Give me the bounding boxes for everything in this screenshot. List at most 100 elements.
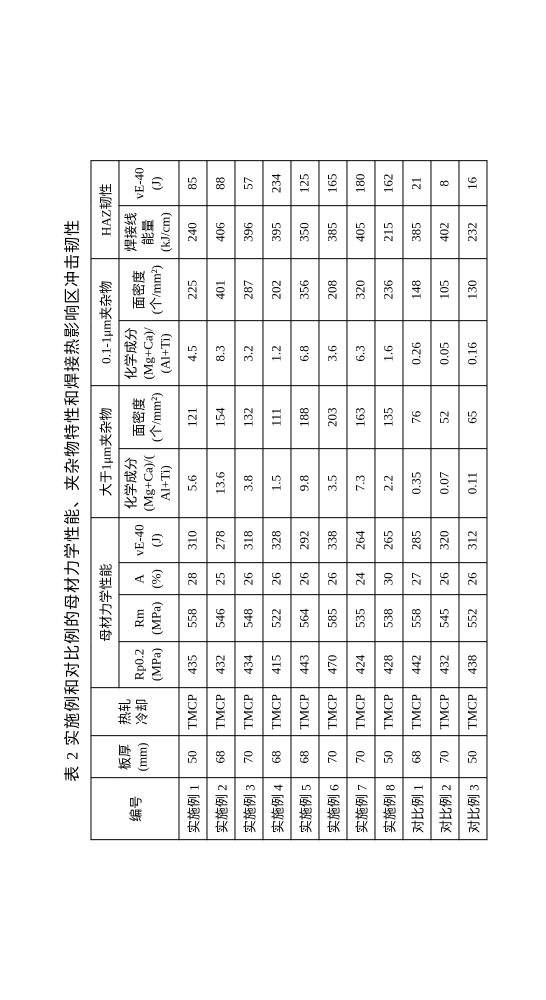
cell-d2: 208 <box>319 258 347 320</box>
cell-ve: 320 <box>431 518 459 563</box>
cell-proc: TMCP <box>375 687 403 735</box>
cell-d2: 148 <box>403 258 431 320</box>
cell-c1: 9.8 <box>291 448 319 517</box>
table-row: 实施例 468TMCP415522263281.51111.2202395234 <box>263 161 291 840</box>
cell-proc: TMCP <box>459 687 487 735</box>
cell-id: 对比例 3 <box>459 778 487 840</box>
cell-c2: 6.8 <box>291 321 319 386</box>
cell-rm: 548 <box>235 595 263 641</box>
cell-d1: 135 <box>375 386 403 448</box>
cell-ve: 318 <box>235 518 263 563</box>
cell-ve: 292 <box>291 518 319 563</box>
cell-vh: 88 <box>207 161 235 206</box>
cell-proc: TMCP <box>347 687 375 735</box>
cell-c1: 5.6 <box>179 448 207 517</box>
col-group-base-metal: 母材力学性能 <box>91 518 119 688</box>
cell-rp: 428 <box>375 641 403 687</box>
cell-we: 215 <box>375 205 403 258</box>
cell-rp: 470 <box>319 641 347 687</box>
cell-thick: 68 <box>207 736 235 778</box>
cell-c1: 3.8 <box>235 448 263 517</box>
cell-c2: 3.2 <box>235 321 263 386</box>
cell-rm: 564 <box>291 595 319 641</box>
cell-a: 24 <box>347 562 375 595</box>
cell-id: 实施例 5 <box>291 778 319 840</box>
cell-c2: 1.2 <box>263 321 291 386</box>
col-ve-base: vE-40 (J) <box>119 518 179 563</box>
cell-we: 406 <box>207 205 235 258</box>
table-row: 实施例 670TMCP470585263383.52033.6208385165 <box>319 161 347 840</box>
cell-ve: 264 <box>347 518 375 563</box>
cell-a: 25 <box>207 562 235 595</box>
header-row-1: 编号 板厚 (mm) 热轧 冷却 母材力学性能 大于1μm夹杂物 0.1-1μm… <box>91 161 119 840</box>
cell-rp: 424 <box>347 641 375 687</box>
table-row: 对比例 270TMCP432545263200.07520.051054028 <box>431 161 459 840</box>
cell-thick: 50 <box>375 736 403 778</box>
cell-ve: 285 <box>403 518 431 563</box>
cell-rp: 415 <box>263 641 291 687</box>
cell-we: 385 <box>403 205 431 258</box>
cell-rp: 432 <box>207 641 235 687</box>
cell-a: 26 <box>291 562 319 595</box>
cell-we: 395 <box>263 205 291 258</box>
col-chem-pt1: 化学成分 (Mg+Ca)/ (Al+Ti) <box>119 321 179 386</box>
cell-thick: 68 <box>291 736 319 778</box>
table-row: 实施例 770TMCP424535242647.31636.3320405180 <box>347 161 375 840</box>
col-ve-haz: vE-40 (J) <box>119 161 179 206</box>
cell-we: 396 <box>235 205 263 258</box>
col-weld-energy: 焊接线 能量 (kJ/cm) <box>119 205 179 258</box>
cell-ve: 278 <box>207 518 235 563</box>
cell-proc: TMCP <box>319 687 347 735</box>
cell-d1: 188 <box>291 386 319 448</box>
cell-c2: 0.16 <box>459 321 487 386</box>
cell-id: 对比例 1 <box>403 778 431 840</box>
cell-we: 405 <box>347 205 375 258</box>
cell-c1: 2.2 <box>375 448 403 517</box>
cell-vh: 16 <box>459 161 487 206</box>
cell-id: 实施例 7 <box>347 778 375 840</box>
cell-c1: 7.3 <box>347 448 375 517</box>
col-group-pt1-1um: 0.1-1μm夹杂物 <box>91 258 119 386</box>
cell-id: 实施例 6 <box>319 778 347 840</box>
cell-id: 实施例 4 <box>263 778 291 840</box>
cell-thick: 68 <box>403 736 431 778</box>
cell-rp: 442 <box>403 641 431 687</box>
cell-id: 实施例 1 <box>179 778 207 840</box>
table-row: 实施例 268TMCP4325462527813.61548.340140688 <box>207 161 235 840</box>
cell-d1: 111 <box>263 386 291 448</box>
cell-c1: 0.07 <box>431 448 459 517</box>
cell-d2: 287 <box>235 258 263 320</box>
cell-a: 26 <box>319 562 347 595</box>
table-row: 实施例 850TMCP428538302652.21351.6236215162 <box>375 161 403 840</box>
cell-rm: 522 <box>263 595 291 641</box>
cell-ve: 312 <box>459 518 487 563</box>
col-thickness: 板厚 (mm) <box>91 736 179 778</box>
cell-rp: 434 <box>235 641 263 687</box>
cell-c1: 13.6 <box>207 448 235 517</box>
cell-d1: 163 <box>347 386 375 448</box>
cell-c2: 6.3 <box>347 321 375 386</box>
cell-vh: 180 <box>347 161 375 206</box>
cell-thick: 50 <box>459 736 487 778</box>
cell-d1: 203 <box>319 386 347 448</box>
table-row: 对比例 168TMCP442558272850.35760.2614838521 <box>403 161 431 840</box>
cell-rm: 558 <box>403 595 431 641</box>
cell-ve: 338 <box>319 518 347 563</box>
cell-a: 30 <box>375 562 403 595</box>
col-rm: Rm (MPa) <box>119 595 179 641</box>
col-dens-gt1: 面密度 (个/mm²) <box>119 386 179 448</box>
cell-a: 26 <box>263 562 291 595</box>
cell-vh: 21 <box>403 161 431 206</box>
cell-d2: 202 <box>263 258 291 320</box>
table-container: 表 2 实施例和对比例的母材力学性能、夹杂物特性和焊接热影响区冲击韧性 编号 板… <box>59 160 488 840</box>
cell-rp: 432 <box>431 641 459 687</box>
cell-thick: 68 <box>263 736 291 778</box>
cell-proc: TMCP <box>403 687 431 735</box>
cell-a: 27 <box>403 562 431 595</box>
cell-we: 240 <box>179 205 207 258</box>
cell-proc: TMCP <box>207 687 235 735</box>
cell-proc: TMCP <box>291 687 319 735</box>
cell-vh: 125 <box>291 161 319 206</box>
cell-vh: 165 <box>319 161 347 206</box>
col-chem-gt1: 化学成分 (Mg+Ca)/( Al+Ti) <box>119 448 179 517</box>
